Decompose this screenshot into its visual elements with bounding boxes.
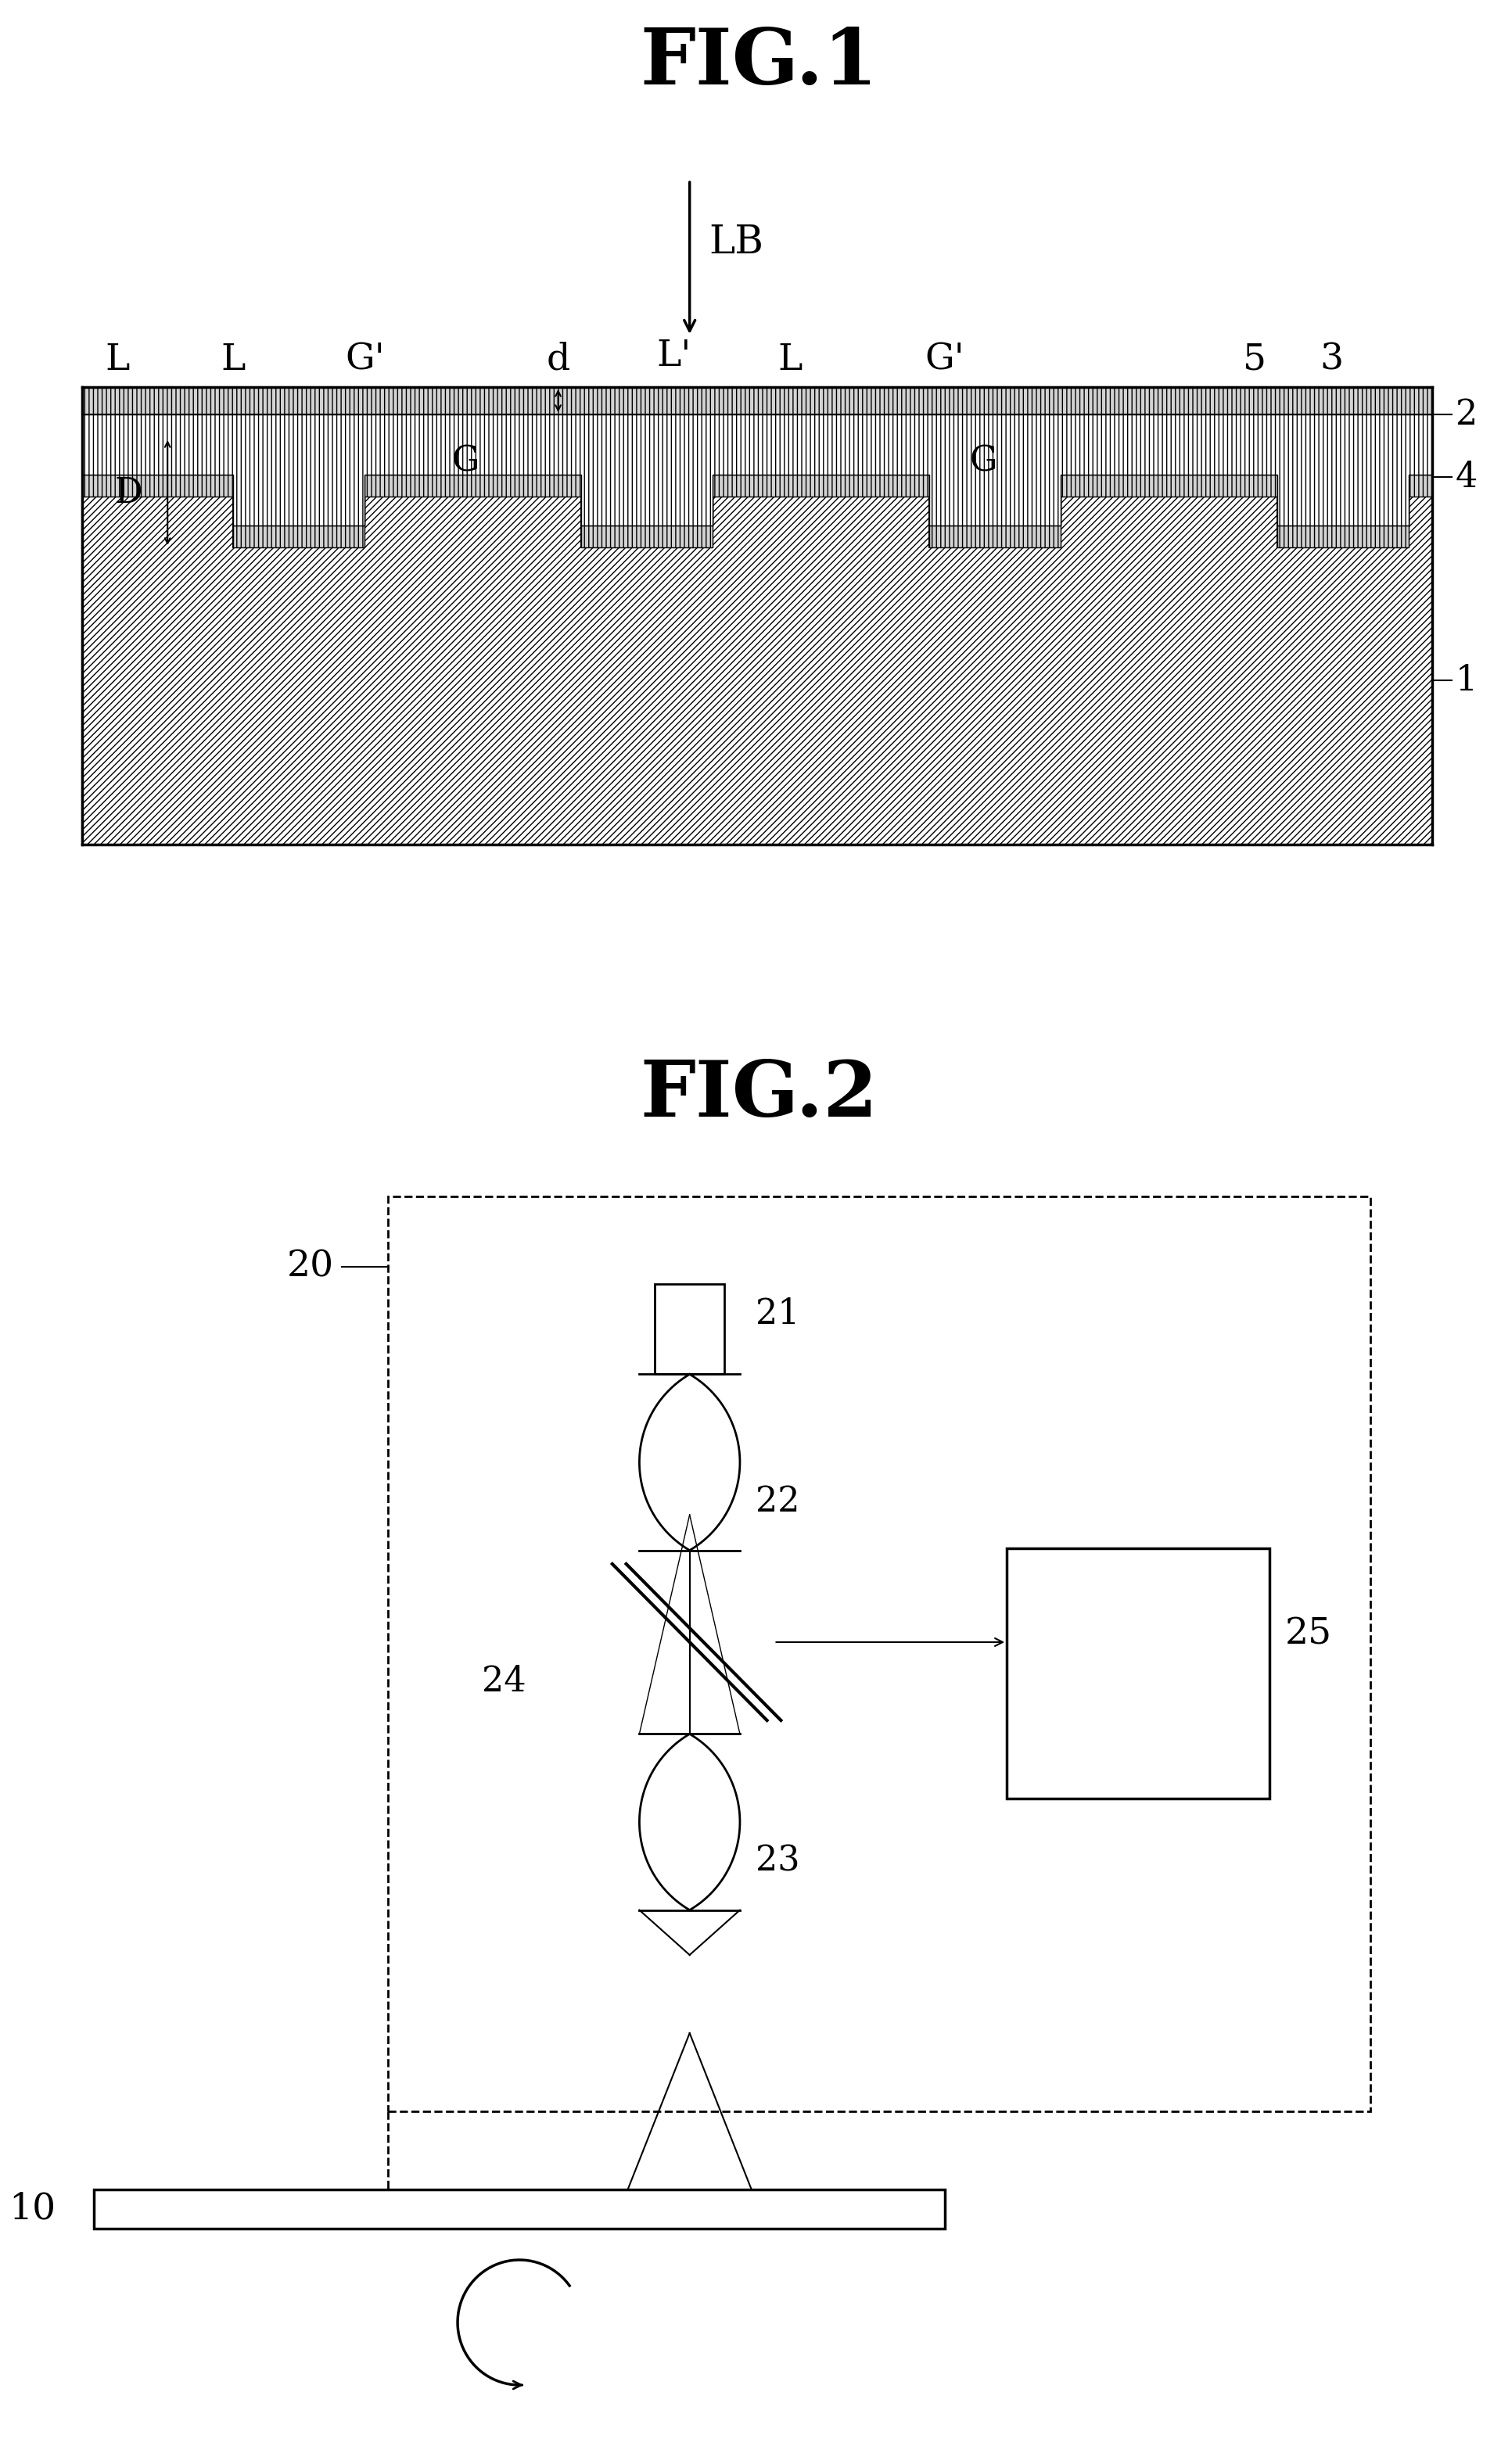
Polygon shape [83, 387, 1432, 414]
Text: G': G' [345, 342, 384, 377]
Text: 4: 4 [1456, 461, 1477, 493]
Text: 10: 10 [9, 2190, 56, 2227]
Text: 2: 2 [1456, 397, 1477, 431]
Text: L: L [221, 342, 246, 377]
Text: L: L [105, 342, 129, 377]
Polygon shape [83, 500, 1432, 845]
Text: L': L' [657, 338, 692, 375]
Text: 1: 1 [1456, 663, 1477, 697]
Text: G: G [452, 444, 479, 478]
Polygon shape [83, 498, 1432, 845]
Text: 22: 22 [755, 1483, 800, 1518]
Text: 21: 21 [755, 1296, 800, 1331]
Text: G': G' [925, 342, 965, 377]
Bar [387, 1198, 1370, 2112]
Text: d: d [546, 342, 570, 377]
Text: 25: 25 [1285, 1616, 1333, 1651]
Text: L: L [778, 342, 803, 377]
Bar [654, 1284, 725, 1375]
Text: LB: LB [708, 224, 764, 261]
Polygon shape [83, 414, 1432, 525]
Bar [1007, 1547, 1270, 1799]
Polygon shape [83, 476, 1432, 547]
Text: 3: 3 [1319, 342, 1343, 377]
Text: 24: 24 [482, 1663, 527, 1698]
Text: FIG.1: FIG.1 [641, 25, 878, 101]
Text: 20: 20 [287, 1249, 335, 1284]
Text: 5: 5 [1243, 342, 1265, 377]
Bar [95, 2190, 944, 2227]
Text: 23: 23 [755, 1843, 800, 1878]
Text: D: D [116, 476, 143, 510]
Polygon shape [83, 547, 1432, 845]
Text: G: G [970, 444, 998, 478]
Text: FIG.2: FIG.2 [641, 1057, 878, 1133]
